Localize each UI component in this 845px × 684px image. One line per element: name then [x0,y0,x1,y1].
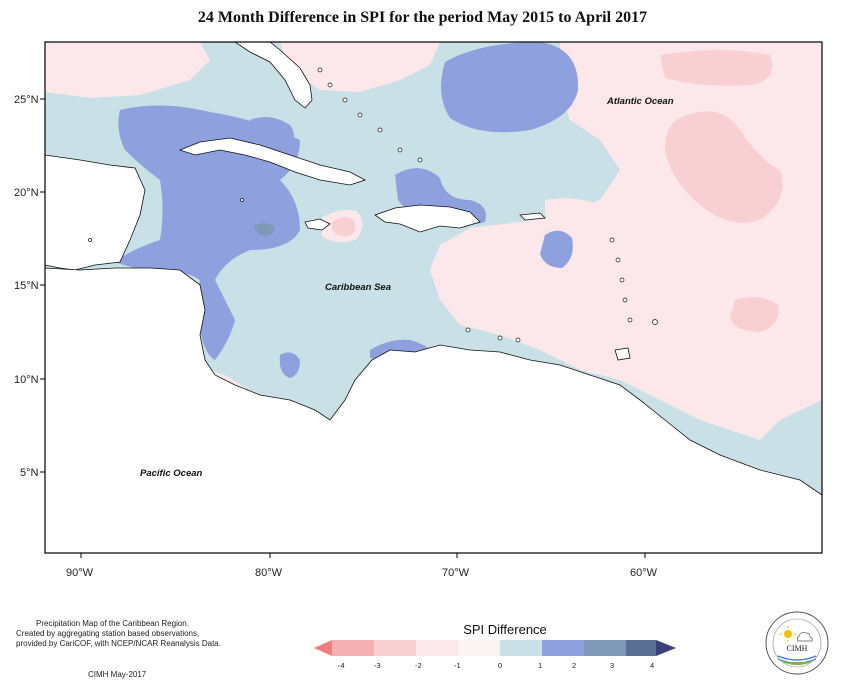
land-cuba [178,137,367,186]
legend-label: 1 [538,661,542,670]
spi-map: Atlantic Ocean Caribbean Sea Pacific Oce… [14,41,823,579]
label-pacific-ocean: Pacific Ocean [140,468,203,479]
legend-bin [374,640,416,656]
spi-region-negative-nw [45,42,210,98]
land-central-america [45,267,822,553]
cloud-icon [796,632,813,642]
lon-tick-label: 60°W [630,567,658,579]
spi-region-negative-north [280,42,440,92]
spi-region-positive-cuba-west [115,105,300,360]
note-line-2: Created by aggregating station based obs… [16,629,200,638]
map-frame [44,41,823,554]
lat-axis [40,98,45,473]
small-islands [88,67,658,343]
spi-region-moderate-negative-3 [730,296,779,332]
lat-tick-label: 15°N [14,280,39,292]
note-line-3: provided by CariCOF, with NCEP/NCAR Rean… [16,639,221,648]
note-line-1: Precipitation Map of the Caribbean Regio… [36,619,189,628]
land-puerto-rico [519,212,546,221]
label-atlantic-ocean: Atlantic Ocean [606,96,674,107]
land-hispaniola [374,204,481,233]
lon-axis [80,553,646,558]
legend-bin [626,640,656,656]
spi-region-negative-hispaniola-east [545,198,601,228]
land-mexico [45,154,146,271]
legend-label: -1 [454,661,461,670]
legend-label: 4 [650,661,654,670]
legend-label: 3 [610,661,614,670]
lat-tick-label: 25°N [14,94,39,106]
lat-tick-label: 10°N [14,374,39,386]
land-masses [45,42,822,553]
lat-tick-label: 5°N [20,467,39,479]
spi-region-negative-pr-core [332,217,356,237]
map-title: 24 Month Difference in SPI for the perio… [197,9,648,26]
spi-field [45,42,822,553]
lon-tick-label: 70°W [442,567,470,579]
legend-arrow-high [656,640,676,656]
legend-label: -4 [338,661,345,670]
spi-region-positive-east [540,230,573,268]
lat-tick-label: 20°N [14,187,39,199]
map-notes: Precipitation Map of the Caribbean Regio… [16,619,246,649]
label-caribbean-sea: Caribbean Sea [325,282,391,293]
lon-tick-label: 80°W [255,567,283,579]
legend-title: SPI Difference [463,622,547,637]
legend-label: 0 [498,661,502,670]
legend-label: -3 [374,661,381,670]
legend-bin [542,640,584,656]
legend-colorbar: -4 -3 -2 -1 0 1 2 3 4 [314,640,676,670]
legend-bin [416,640,458,656]
credit-text: CIMH May-2017 [88,670,147,679]
spi-region-moderate-negative-2 [660,50,773,86]
cimh-logo: CIMH [765,611,829,675]
spi-region-positive-atlantic-north [441,42,579,133]
land-trinidad [614,347,631,361]
land-florida [234,42,313,109]
lon-tick-label: 90°W [66,567,94,579]
spi-region-moderate-negative-1 [665,111,783,223]
land-jamaica [304,218,331,231]
spi-region-positive-offshore [279,352,300,378]
sun-icon [784,630,792,638]
spi-region-strong-positive-jamaica [254,223,275,236]
spi-region-positive-cuba-east [250,116,294,150]
legend-label: -2 [415,661,422,670]
legend-bin [332,640,374,656]
legend-bin [500,640,542,656]
legend-arrow-low [314,640,332,656]
logo-text: CIMH [787,644,808,653]
legend-bin [584,640,626,656]
legend-bin [458,640,500,656]
legend-label: 2 [572,661,576,670]
